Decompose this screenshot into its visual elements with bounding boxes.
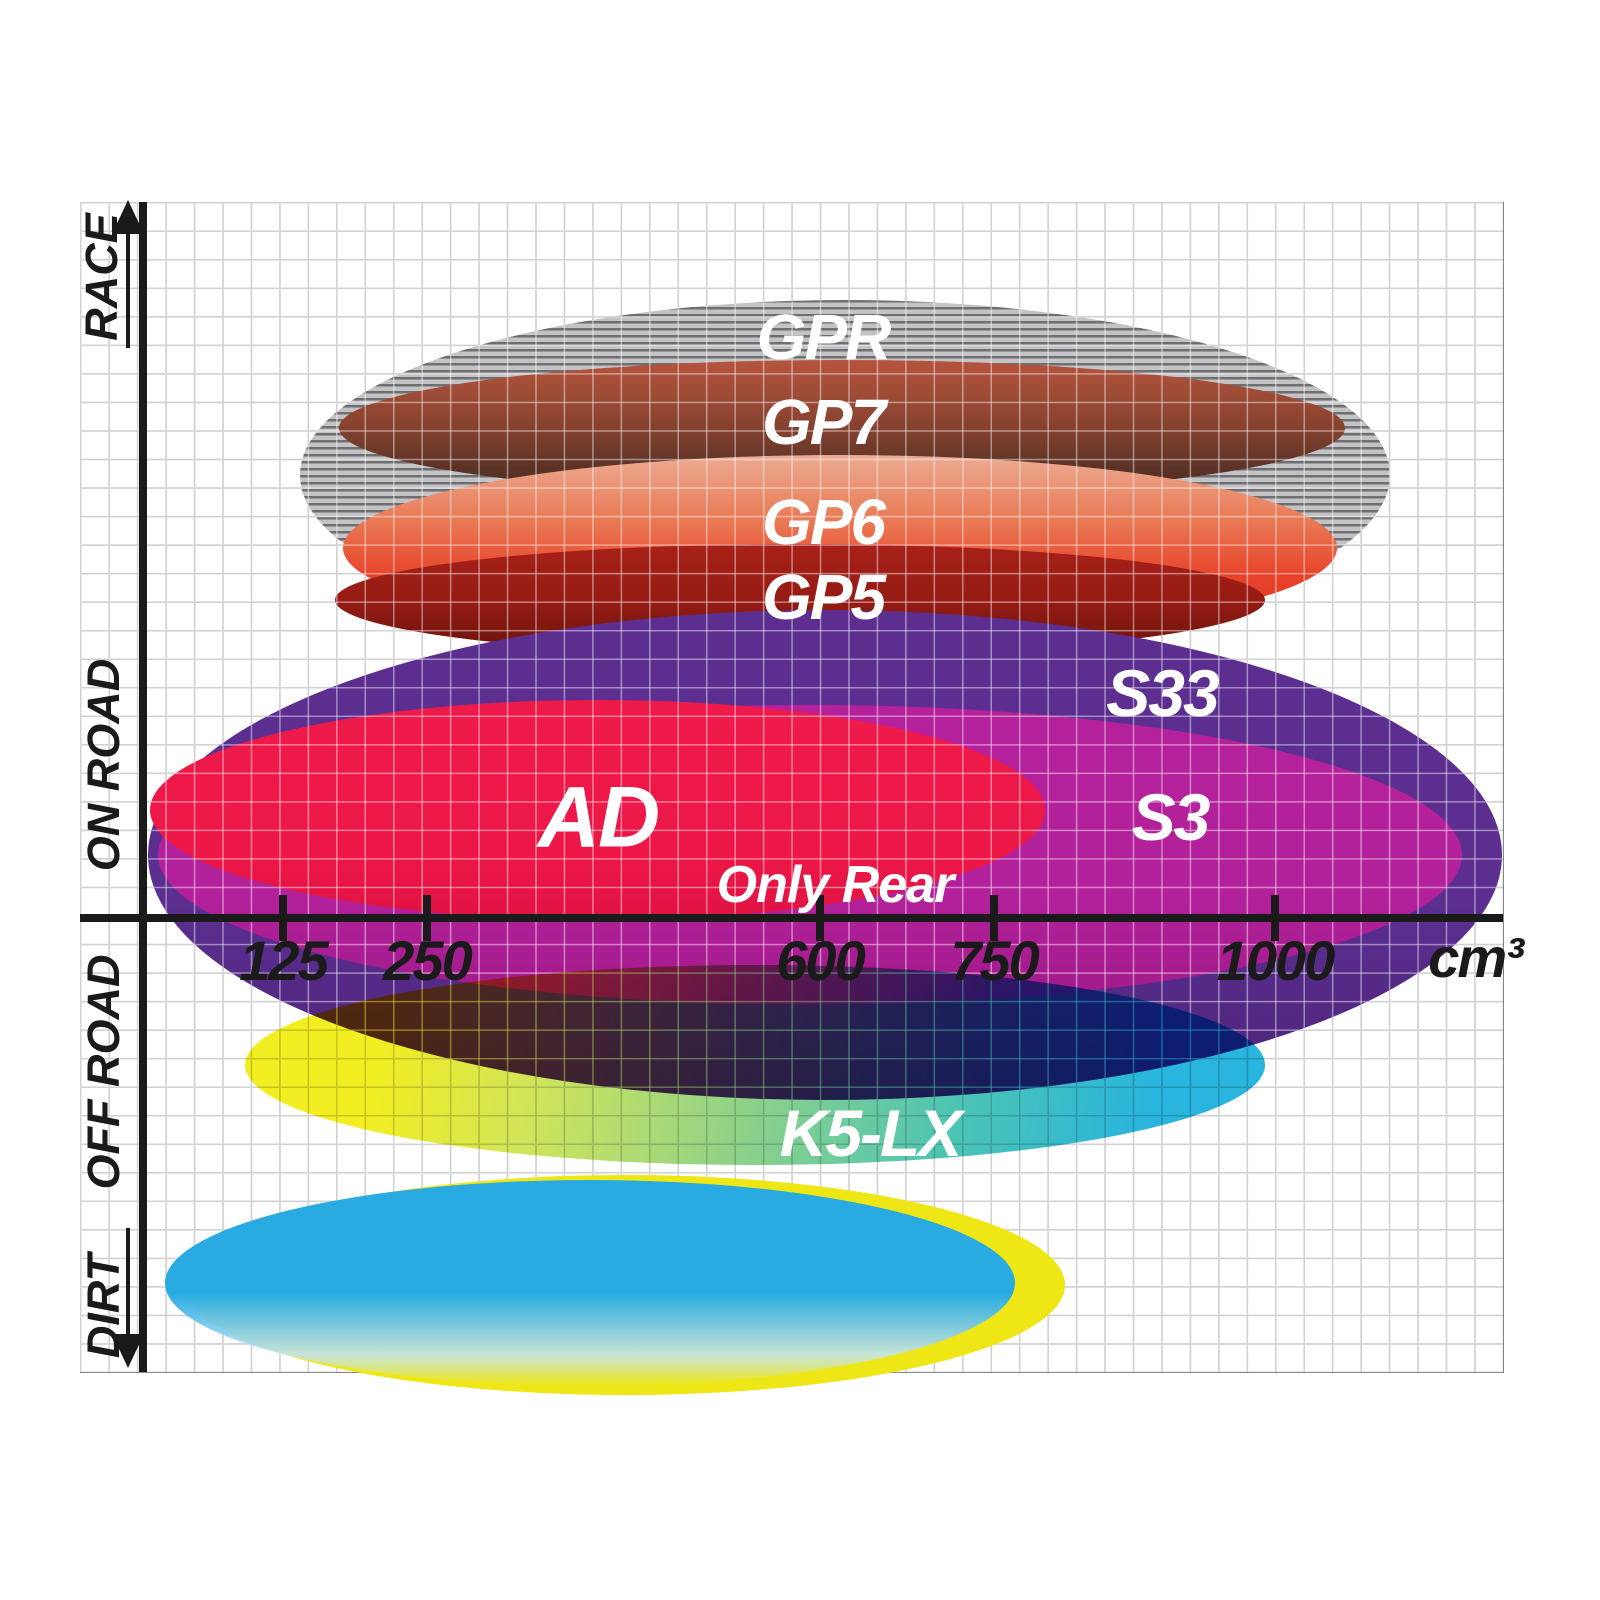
x-tick-label-1000: 1000 xyxy=(1216,929,1336,992)
x-tick-label-750: 750 xyxy=(950,929,1039,992)
y-category-label-on-road: ON ROAD xyxy=(78,658,129,872)
x-tick-label-125: 125 xyxy=(239,929,328,992)
x-tick-label-600: 600 xyxy=(776,929,865,992)
compound-label-ad: AD xyxy=(537,769,660,866)
compound-label-gp7: GP7 xyxy=(761,386,886,458)
compound-ellipse-k1k5 xyxy=(165,1180,1015,1386)
compound-ellipse-k5lx xyxy=(245,965,1265,1165)
compound-label-k5lx: K5-LX xyxy=(779,1096,963,1170)
y-category-label-dirt: DIRT xyxy=(78,1253,129,1359)
x-axis-line xyxy=(80,914,1503,922)
compound-label-s3: S3 xyxy=(1131,780,1211,854)
x-axis-unit-label: cm³ xyxy=(1428,926,1524,989)
y-category-label-race: RACE xyxy=(76,213,127,341)
y-axis-line xyxy=(139,202,147,1372)
compound-label-s33: S33 xyxy=(1106,656,1219,730)
compound-label-gp6: GP6 xyxy=(761,486,886,558)
annotation-only-rear: Only Rear xyxy=(716,856,955,914)
compound-label-gpr: GPR xyxy=(756,301,892,373)
compound-label-gp5: GP5 xyxy=(761,561,886,633)
x-tick-label-250: 250 xyxy=(383,929,472,992)
y-category-label-off-road: OFF ROAD xyxy=(78,954,129,1190)
